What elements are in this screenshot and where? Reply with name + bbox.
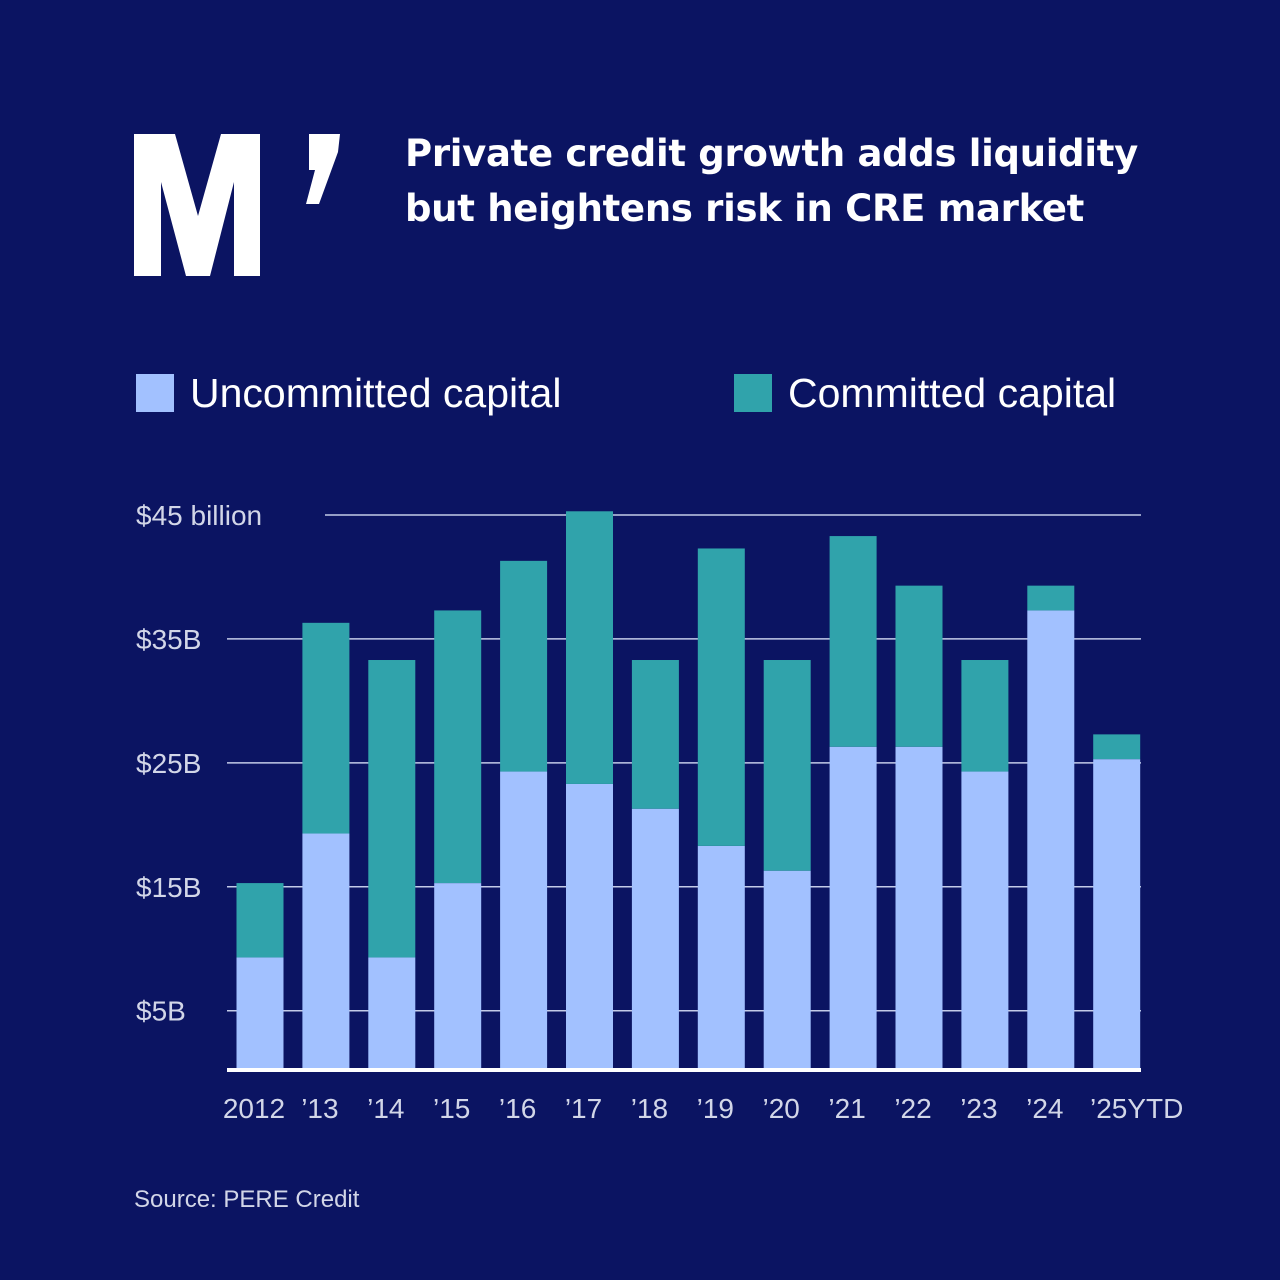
bar-uncommitted bbox=[895, 746, 943, 1069]
x-tick-label: ’24 bbox=[1026, 1093, 1063, 1124]
y-tick-label: $35B bbox=[136, 624, 201, 655]
x-tick-label: ’14 bbox=[367, 1093, 404, 1124]
bar-committed bbox=[1093, 734, 1141, 760]
x-tick-label: ’25YTD bbox=[1090, 1093, 1183, 1124]
bar-committed bbox=[236, 883, 284, 958]
legend-item-committed: Committed capital bbox=[734, 368, 1116, 418]
x-tick-label: ’20 bbox=[763, 1093, 800, 1124]
m-logo bbox=[134, 134, 340, 276]
chart-title: Private credit growth adds liquidity but… bbox=[405, 126, 1185, 236]
bar-uncommitted bbox=[368, 957, 416, 1069]
bar-uncommitted bbox=[566, 783, 613, 1069]
legend-swatch-committed bbox=[734, 374, 772, 412]
x-tick-label: ’22 bbox=[894, 1093, 931, 1124]
bar-uncommitted bbox=[961, 771, 1009, 1069]
legend-label-committed: Committed capital bbox=[788, 369, 1117, 416]
bar-uncommitted bbox=[1093, 759, 1141, 1069]
title-line-2: but heightens risk in CRE market bbox=[405, 187, 1085, 230]
legend-swatch-uncommitted bbox=[136, 374, 174, 412]
y-tick-label: $45 billion bbox=[136, 500, 262, 531]
x-tick-label: 2012 bbox=[223, 1093, 285, 1124]
y-tick-label: $5B bbox=[136, 996, 186, 1027]
x-tick-label: ’19 bbox=[697, 1093, 734, 1124]
y-tick-label: $15B bbox=[136, 872, 201, 903]
bar-uncommitted bbox=[1027, 610, 1075, 1069]
bar-uncommitted bbox=[631, 808, 679, 1069]
y-tick-label: $25B bbox=[136, 748, 201, 779]
source-note: Source: PERE Credit bbox=[134, 1186, 360, 1213]
legend-label-uncommitted: Uncommitted capital bbox=[190, 369, 562, 416]
bar-committed bbox=[895, 585, 943, 747]
bar-committed bbox=[961, 660, 1009, 772]
x-tick-label: ’23 bbox=[960, 1093, 997, 1124]
x-tick-label: ’16 bbox=[499, 1093, 536, 1124]
x-tick-label: ’21 bbox=[828, 1093, 865, 1124]
bar-committed bbox=[434, 610, 482, 884]
bar-committed bbox=[1027, 585, 1075, 611]
bar-committed bbox=[697, 548, 745, 846]
x-tick-label: ’13 bbox=[301, 1093, 338, 1124]
legend-item-uncommitted: Uncommitted capital bbox=[136, 368, 561, 418]
title-line-1: Private credit growth adds liquidity bbox=[405, 132, 1138, 175]
bar-uncommitted bbox=[829, 746, 877, 1069]
x-tick-label: ’18 bbox=[631, 1093, 668, 1124]
bar-uncommitted bbox=[434, 883, 482, 1069]
bar-committed bbox=[368, 660, 416, 958]
x-tick-label: ’17 bbox=[565, 1093, 602, 1124]
bar-uncommitted bbox=[236, 957, 284, 1069]
bar-committed bbox=[302, 622, 350, 834]
x-tick-label: ’15 bbox=[433, 1093, 470, 1124]
bar-uncommitted bbox=[697, 845, 745, 1069]
bar-committed bbox=[763, 660, 811, 871]
bar-uncommitted bbox=[500, 771, 548, 1069]
bar-uncommitted bbox=[302, 833, 350, 1069]
bar-committed bbox=[631, 660, 679, 809]
bar-committed bbox=[566, 511, 613, 784]
bar-uncommitted bbox=[763, 870, 811, 1069]
bar-committed bbox=[500, 560, 548, 772]
bar-committed bbox=[829, 536, 877, 747]
